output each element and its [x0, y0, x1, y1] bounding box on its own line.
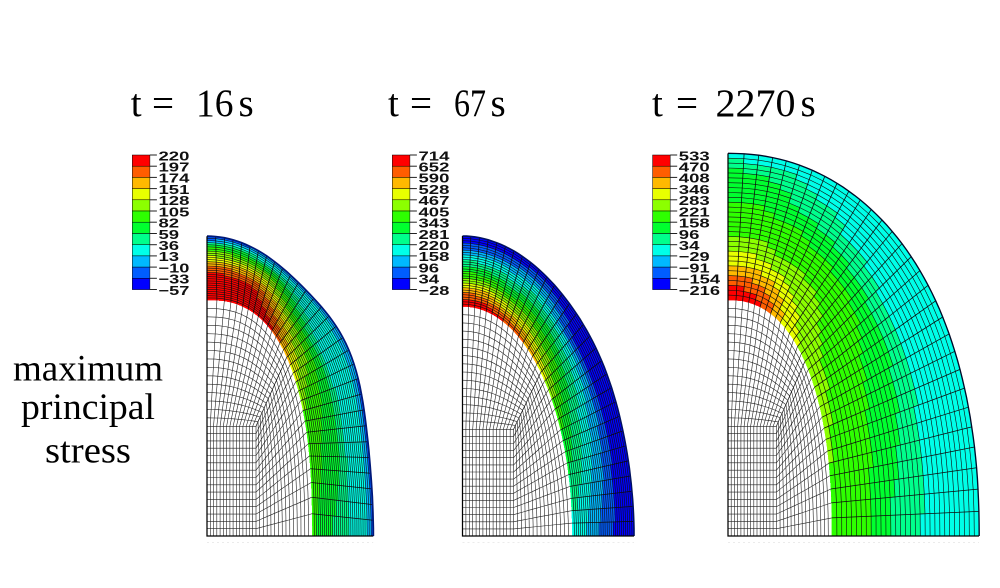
svg-text:−29: −29	[679, 249, 710, 264]
svg-text:36: 36	[159, 238, 180, 253]
svg-text:220: 220	[419, 238, 450, 253]
svg-text:346: 346	[679, 182, 710, 197]
svg-text:652: 652	[419, 160, 450, 175]
svg-text:−33: −33	[159, 272, 190, 287]
svg-text:s: s	[491, 82, 506, 125]
svg-text:281: 281	[419, 227, 450, 242]
svg-text:=: =	[152, 82, 174, 125]
svg-text:590: 590	[419, 171, 450, 186]
svg-text:=: =	[676, 82, 698, 125]
svg-text:408: 408	[679, 171, 710, 186]
svg-text:−57: −57	[159, 283, 190, 298]
svg-text:221: 221	[679, 204, 710, 219]
svg-text:158: 158	[679, 216, 710, 231]
svg-text:197: 197	[159, 160, 190, 175]
svg-text:151: 151	[159, 182, 190, 197]
svg-text:174: 174	[159, 171, 191, 186]
svg-text:158: 158	[419, 249, 450, 264]
svg-text:−216: −216	[679, 283, 720, 298]
svg-text:528: 528	[419, 182, 450, 197]
svg-text:34: 34	[679, 238, 701, 253]
svg-text:t: t	[131, 82, 142, 125]
svg-text:stress: stress	[45, 431, 131, 472]
svg-text:714: 714	[419, 148, 451, 163]
svg-text:96: 96	[679, 227, 700, 242]
svg-text:283: 283	[679, 193, 710, 208]
svg-text:13: 13	[159, 249, 180, 264]
svg-text:−10: −10	[159, 260, 190, 275]
svg-text:59: 59	[159, 227, 180, 242]
svg-text:128: 128	[159, 193, 190, 208]
svg-text:82: 82	[159, 216, 180, 231]
svg-text:2270: 2270	[716, 82, 796, 125]
svg-text:96: 96	[419, 260, 440, 275]
svg-text:principal: principal	[21, 387, 155, 428]
svg-text:maximum: maximum	[13, 349, 163, 390]
svg-text:405: 405	[419, 204, 450, 219]
svg-text:−91: −91	[679, 260, 710, 275]
svg-text:105: 105	[159, 204, 190, 219]
svg-text:34: 34	[419, 272, 441, 287]
svg-text:=: =	[410, 82, 432, 125]
svg-text:−28: −28	[419, 283, 450, 298]
svg-text:s: s	[801, 82, 816, 125]
svg-text:343: 343	[419, 216, 450, 231]
svg-text:s: s	[239, 82, 254, 125]
svg-text:533: 533	[679, 148, 710, 163]
svg-text:−154: −154	[679, 272, 721, 287]
svg-text:67: 67	[454, 82, 486, 125]
svg-text:470: 470	[679, 160, 710, 175]
svg-text:16: 16	[196, 82, 234, 125]
svg-text:220: 220	[159, 148, 190, 163]
svg-text:t: t	[388, 82, 399, 125]
svg-text:t: t	[652, 82, 663, 125]
svg-text:467: 467	[419, 193, 450, 208]
